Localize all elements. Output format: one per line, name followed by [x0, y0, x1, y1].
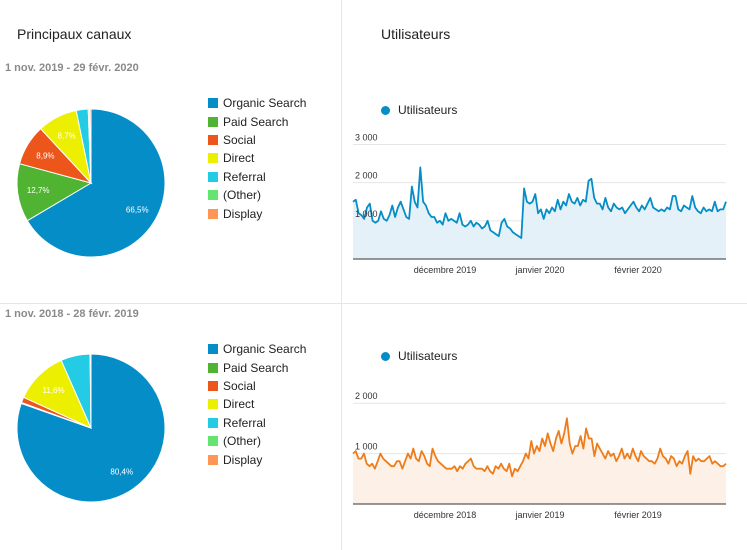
area-fill [353, 418, 726, 504]
legend-label: Social [223, 132, 256, 147]
users-legend-previous: Utilisateurs [381, 349, 457, 363]
pie-slice-label: 80,4% [110, 467, 133, 476]
legend-label: Direct [223, 151, 255, 166]
pie-slice[interactable] [26, 108, 166, 258]
series-line[interactable] [352, 166, 727, 239]
legend-label: Referral [223, 415, 266, 430]
horizontal-divider [0, 303, 747, 304]
pie-chart-previous: 80,4% 11,6% [16, 353, 166, 503]
legend-item[interactable]: Display [208, 204, 306, 222]
legend-swatch [208, 417, 218, 428]
users-chart-previous: 1 000 2 000 décembre 2018 janvier 2019 févri… [352, 391, 727, 520]
legend-label: (Other) [223, 188, 262, 203]
legend-label: Referral [223, 169, 266, 184]
channels-legend-previous: Organic Search Paid Search Social Direct Ref… [208, 340, 306, 469]
y-tick-label: 2 000 [355, 391, 378, 401]
pie-slice-label: 66,5% [126, 205, 149, 214]
users-title: Utilisateurs [381, 26, 451, 42]
legend-dot [381, 351, 390, 361]
legend-label: Paid Search [223, 114, 289, 129]
x-tick-label: décembre 2018 [414, 510, 477, 520]
y-tick-label: 2 000 [355, 171, 378, 181]
x-tick-label: décembre 2019 [414, 265, 477, 275]
pie-slice[interactable] [89, 108, 92, 184]
y-tick-label: 1 000 [355, 442, 378, 452]
x-tick-label: février 2019 [614, 510, 662, 520]
x-tick-label: janvier 2019 [514, 510, 564, 520]
legend-item[interactable]: Organic Search [208, 94, 306, 112]
pie-slice-label: 8,9% [36, 151, 54, 160]
area-fill [353, 167, 726, 259]
legend-swatch [208, 380, 218, 391]
legend-item[interactable]: Social [208, 377, 306, 395]
legend-label: Social [223, 378, 256, 393]
x-tick-label: janvier 2020 [514, 265, 564, 275]
legend-swatch [208, 436, 218, 447]
legend-item[interactable]: Direct [208, 149, 306, 167]
period-current: 1 nov. 2019 - 29 févr. 2020 [5, 62, 139, 74]
pie-slice[interactable] [16, 163, 93, 222]
legend-swatch [208, 362, 218, 373]
legend-swatch [208, 98, 218, 109]
legend-item[interactable]: Social [208, 131, 306, 149]
legend-label: (Other) [223, 434, 262, 449]
pie-slice-label: 8,7% [58, 132, 76, 141]
channels-legend-current: Organic Search Paid Search Social Direct Ref… [208, 94, 306, 223]
legend-item[interactable]: (Other) [208, 432, 306, 450]
legend-label: Display [223, 452, 263, 467]
legend-swatch [208, 399, 218, 410]
pie-slice-label: 11,6% [43, 386, 65, 395]
legend-label: Display [223, 206, 263, 221]
legend-swatch [208, 344, 218, 355]
legend-item[interactable]: Organic Search [208, 340, 306, 358]
legend-swatch [208, 134, 218, 145]
legend-item[interactable]: Referral [208, 168, 306, 186]
legend-item[interactable]: (Other) [208, 186, 306, 204]
legend-swatch [208, 190, 218, 201]
y-tick-label: 3 000 [355, 132, 378, 142]
legend-item[interactable]: Direct [208, 395, 306, 413]
legend-label: Organic Search [223, 96, 307, 111]
y-tick-label: 1 000 [355, 209, 378, 219]
legend-label: Direct [223, 397, 255, 412]
legend-item[interactable]: Paid Search [208, 358, 306, 376]
period-previous: 1 nov. 2018 - 28 févr. 2019 [5, 308, 139, 320]
pie-chart-current: 66,5% 12,7% 8,9% 8,7% [16, 108, 166, 258]
legend-item[interactable]: Referral [208, 414, 306, 432]
legend-dot [381, 105, 390, 115]
legend-label: Utilisateurs [398, 349, 458, 363]
legend-label: Paid Search [223, 360, 289, 375]
legend-swatch [208, 208, 218, 219]
legend-label: Organic Search [223, 342, 307, 357]
legend-swatch [208, 454, 218, 465]
channels-title: Principaux canaux [17, 26, 132, 42]
legend-swatch [208, 171, 218, 182]
x-tick-label: février 2020 [614, 265, 662, 275]
legend-swatch [208, 153, 218, 164]
users-chart-current: 1 000 2 000 3 000 décembre 2019 janvier 2020… [352, 132, 727, 275]
vertical-divider [341, 0, 342, 550]
legend-label: Utilisateurs [398, 103, 458, 117]
legend-item[interactable]: Paid Search [208, 112, 306, 130]
pie-slice-label: 12,7% [27, 186, 50, 195]
legend-swatch [208, 116, 218, 127]
legend-item[interactable]: Display [208, 450, 306, 468]
series-line[interactable] [352, 417, 727, 478]
users-legend-current: Utilisateurs [381, 103, 457, 117]
